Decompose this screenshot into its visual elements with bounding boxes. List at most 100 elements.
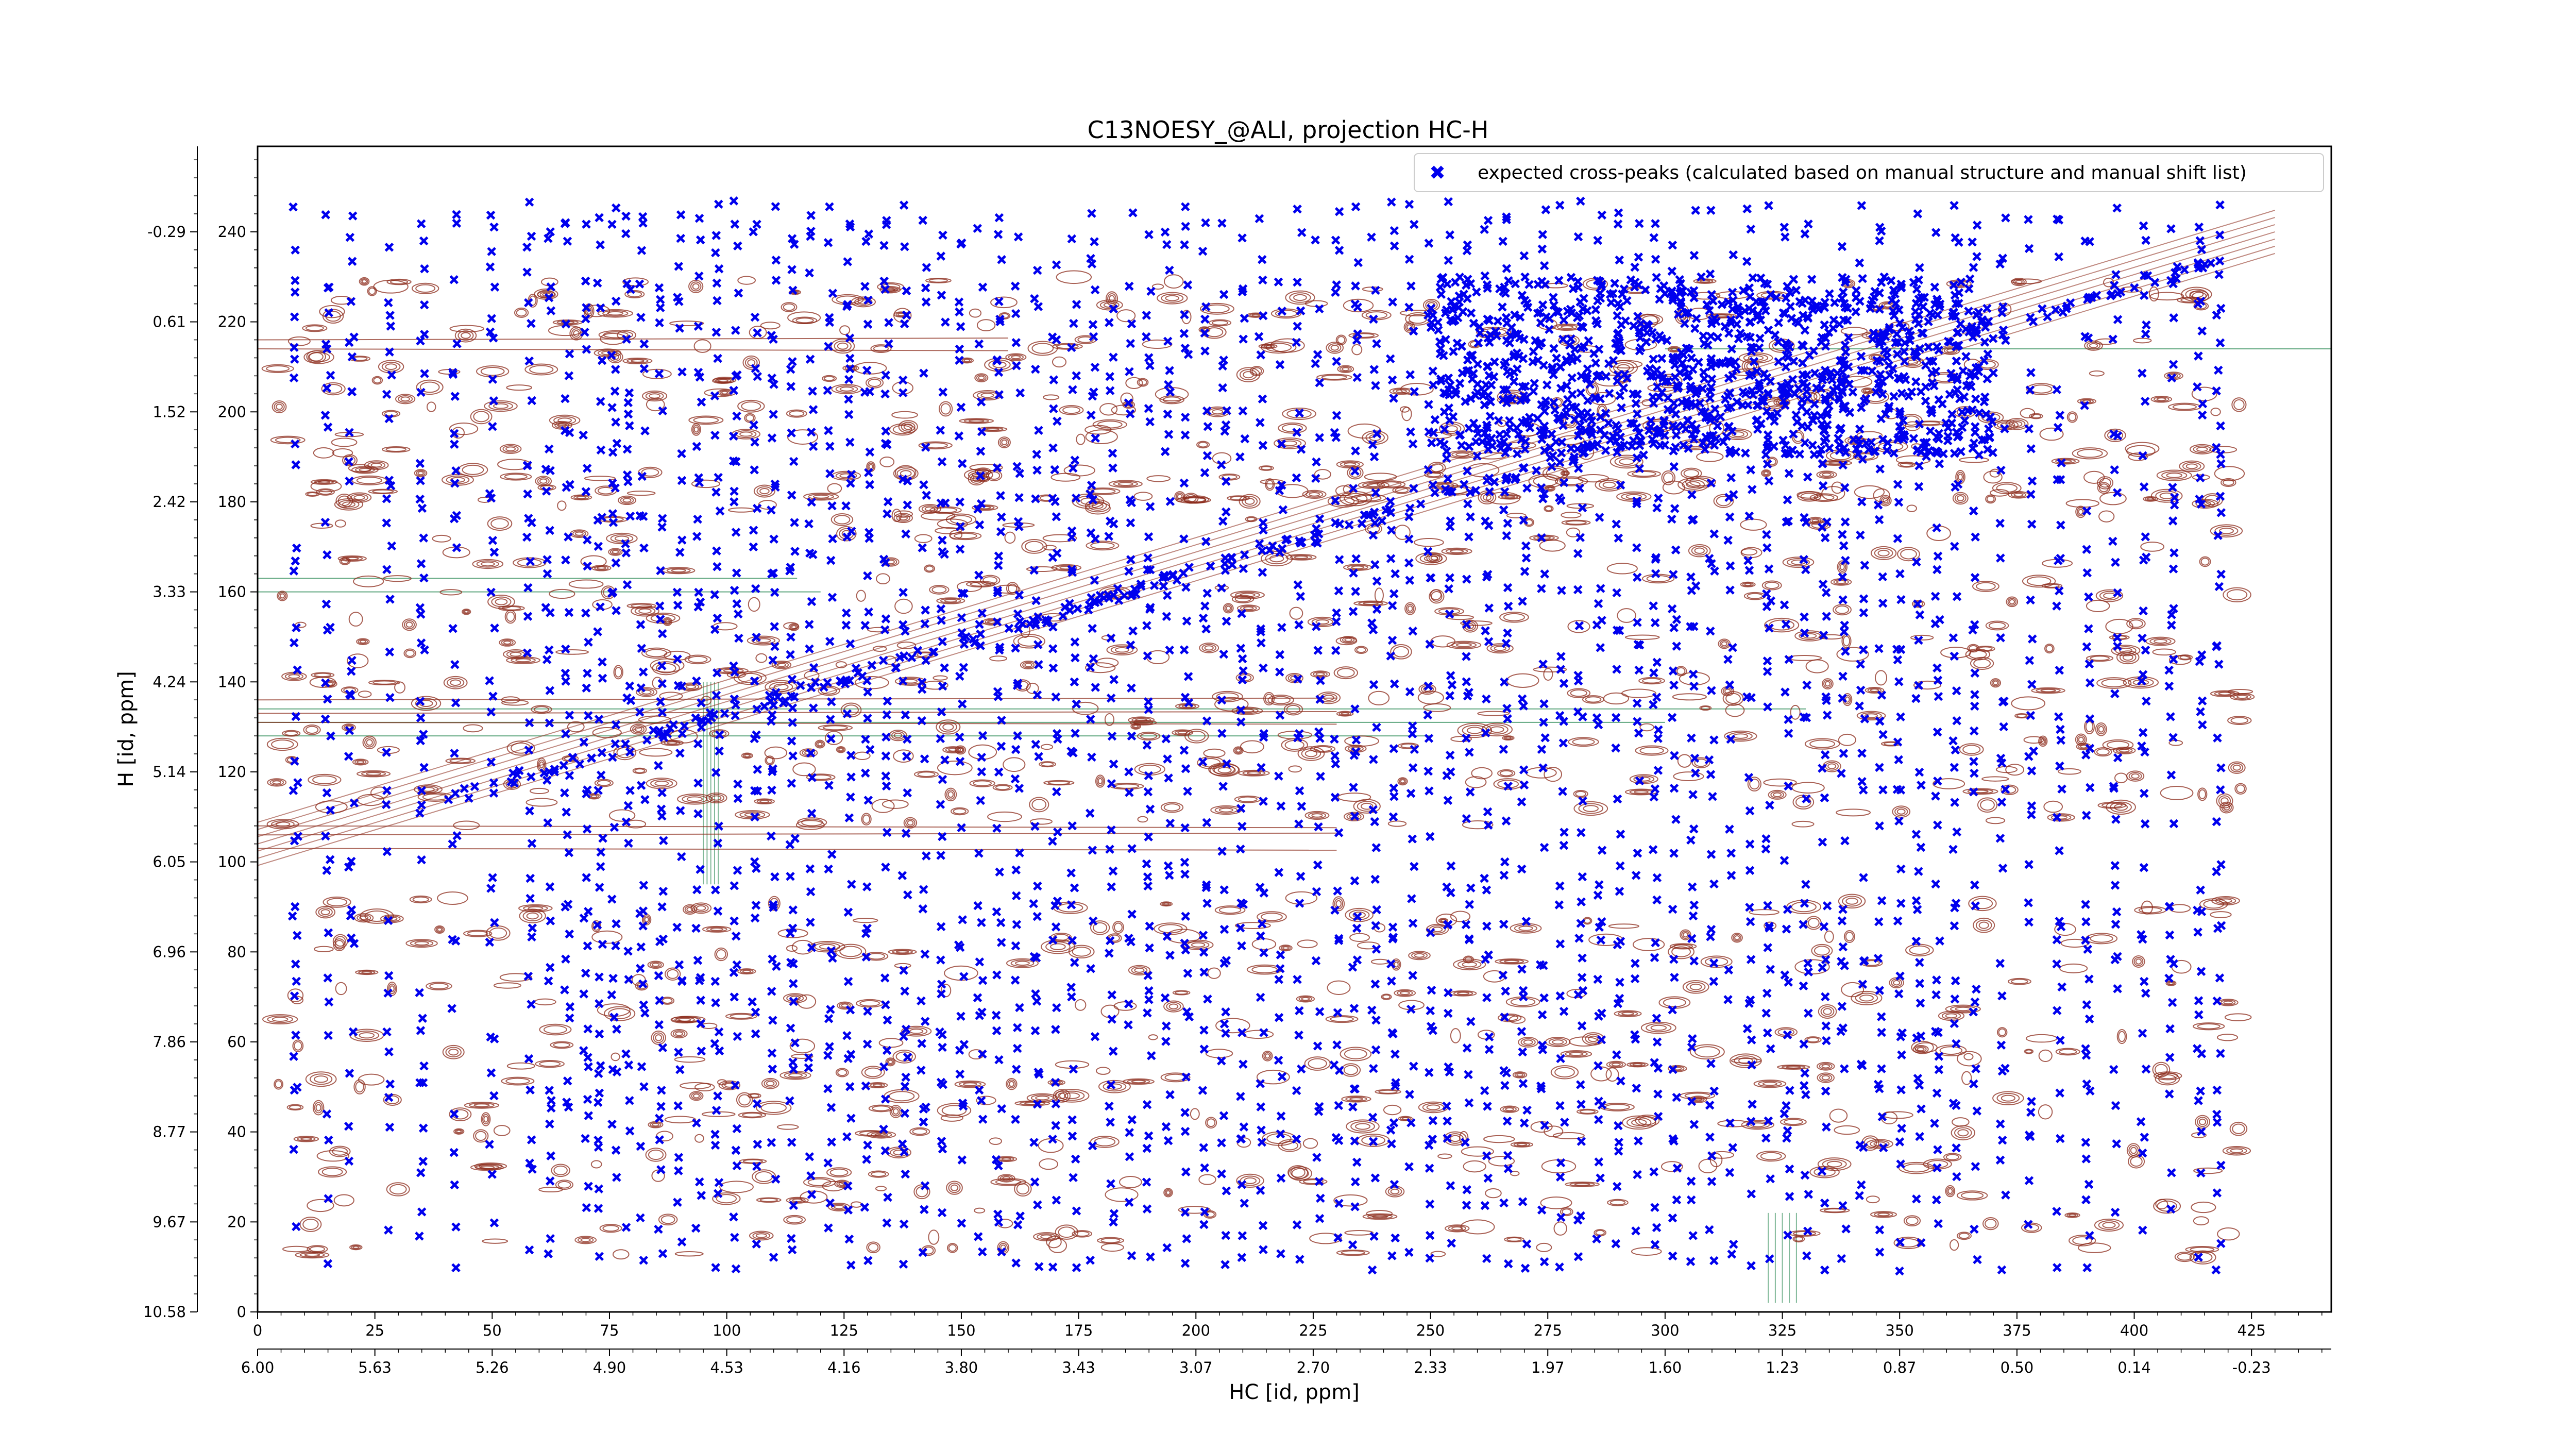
expected-cross-peaks [287, 196, 2226, 1276]
contour-peak [1833, 604, 1852, 616]
contour-peak [1502, 735, 1515, 741]
contour-peak [2065, 499, 2099, 508]
contour-peak [1763, 778, 1797, 787]
contour-peak [1660, 1161, 1683, 1172]
cross-peak-marker [291, 556, 300, 566]
contour-peak [1816, 470, 1837, 479]
contour-peak [409, 895, 432, 904]
contour-peak [1804, 738, 1840, 750]
contour-peak [1791, 820, 1815, 828]
contour-peak [2112, 747, 2136, 754]
contour-peak [1608, 923, 1639, 929]
contour-peak [1866, 1195, 1880, 1204]
contour-peak [969, 308, 982, 318]
contour-peak [837, 1001, 853, 1010]
contour-peak [442, 1044, 465, 1059]
contour-peak [914, 534, 933, 543]
cross-peak-marker [323, 550, 332, 560]
contour-peak [1125, 377, 1143, 389]
contour-peak [383, 575, 412, 582]
contour-peak [1445, 1224, 1470, 1233]
contour-peak [1262, 1050, 1273, 1062]
cross-peak-marker [291, 276, 300, 285]
contour-peak [1283, 703, 1303, 716]
contour-peak [642, 368, 672, 379]
cross-peak-marker [344, 752, 353, 761]
contour-peak [567, 721, 585, 733]
cross-peak-marker [325, 855, 335, 864]
contour-peak [792, 316, 818, 325]
contour-peak [1495, 958, 1529, 965]
cross-peak-marker [293, 665, 302, 675]
contour-peak [2197, 787, 2208, 801]
contour-peak [714, 947, 728, 962]
contour-peak [1982, 1217, 1999, 1231]
contour-peak [652, 661, 680, 676]
contour-peak [789, 1038, 816, 1054]
contour-peak [594, 779, 614, 787]
contour-peak [272, 400, 287, 413]
contour-peak [671, 1016, 706, 1023]
contour-peak [1749, 909, 1780, 916]
cross-peak-marker [322, 866, 331, 875]
cross-peak-marker [347, 933, 356, 943]
contour-peak [662, 567, 696, 575]
contour-peak [990, 1178, 1027, 1186]
contour-peak [1190, 1108, 1200, 1120]
cross-peak-marker [382, 786, 392, 795]
contour-peak [506, 384, 533, 391]
contour-peak [1836, 647, 1869, 662]
contour-peak [705, 793, 727, 804]
contour-peak [318, 1166, 347, 1178]
cross-peak-marker [290, 902, 300, 912]
contour-peak [2064, 1212, 2080, 1218]
contour-peak [1178, 1206, 1211, 1214]
contour-peak [1483, 1135, 1515, 1143]
diagonal-contour [258, 217, 2276, 830]
contour-peak [937, 518, 968, 529]
contour-peak [1911, 1040, 1934, 1054]
contour-peak [2044, 643, 2055, 654]
contour-peak [786, 409, 807, 418]
cross-peak-marker [386, 322, 396, 331]
contour-streak [258, 711, 1337, 714]
contour-peak [1824, 930, 1834, 943]
cross-peak-marker [347, 257, 357, 266]
diagonal-contour [258, 238, 2276, 852]
contour-peak [1029, 797, 1049, 813]
contour-peak [2005, 764, 2025, 776]
contour-peak [737, 399, 765, 413]
contour-peak [865, 377, 884, 389]
contour-peak [584, 476, 616, 481]
cross-peak-marker [382, 518, 392, 528]
contour-peak [974, 373, 989, 383]
contour-peak [1461, 1146, 1494, 1157]
contour-peak [839, 325, 851, 335]
cross-peak-marker [293, 931, 302, 940]
contour-peak [2221, 478, 2236, 487]
contour-peak [2126, 770, 2145, 782]
contour-peak [1967, 644, 1980, 653]
contour-peak [551, 1164, 570, 1177]
contour-peak [2126, 618, 2146, 630]
contour-peak [903, 817, 918, 829]
cross-peak-marker [417, 1207, 427, 1217]
contour-peak [1020, 661, 1037, 670]
contour-peak [1133, 492, 1153, 501]
cross-peak-marker [323, 423, 333, 432]
contour-peak [1245, 516, 1258, 523]
contour-peak [2152, 648, 2176, 656]
cross-peak-marker [324, 997, 334, 1007]
contour-peak [403, 648, 416, 659]
contour-peak [879, 457, 895, 467]
contour-peak [1959, 743, 1984, 756]
contour-peak [2229, 1121, 2248, 1136]
contour-peak [1895, 455, 1931, 465]
contour-peak [2083, 470, 2105, 484]
contour-peak [2038, 1049, 2053, 1062]
contour-peak [1780, 1118, 1807, 1126]
contour-peak [1310, 745, 1336, 753]
contour-peak [1981, 776, 2009, 782]
contour-peak [690, 902, 712, 914]
cross-peak-marker [345, 232, 355, 242]
